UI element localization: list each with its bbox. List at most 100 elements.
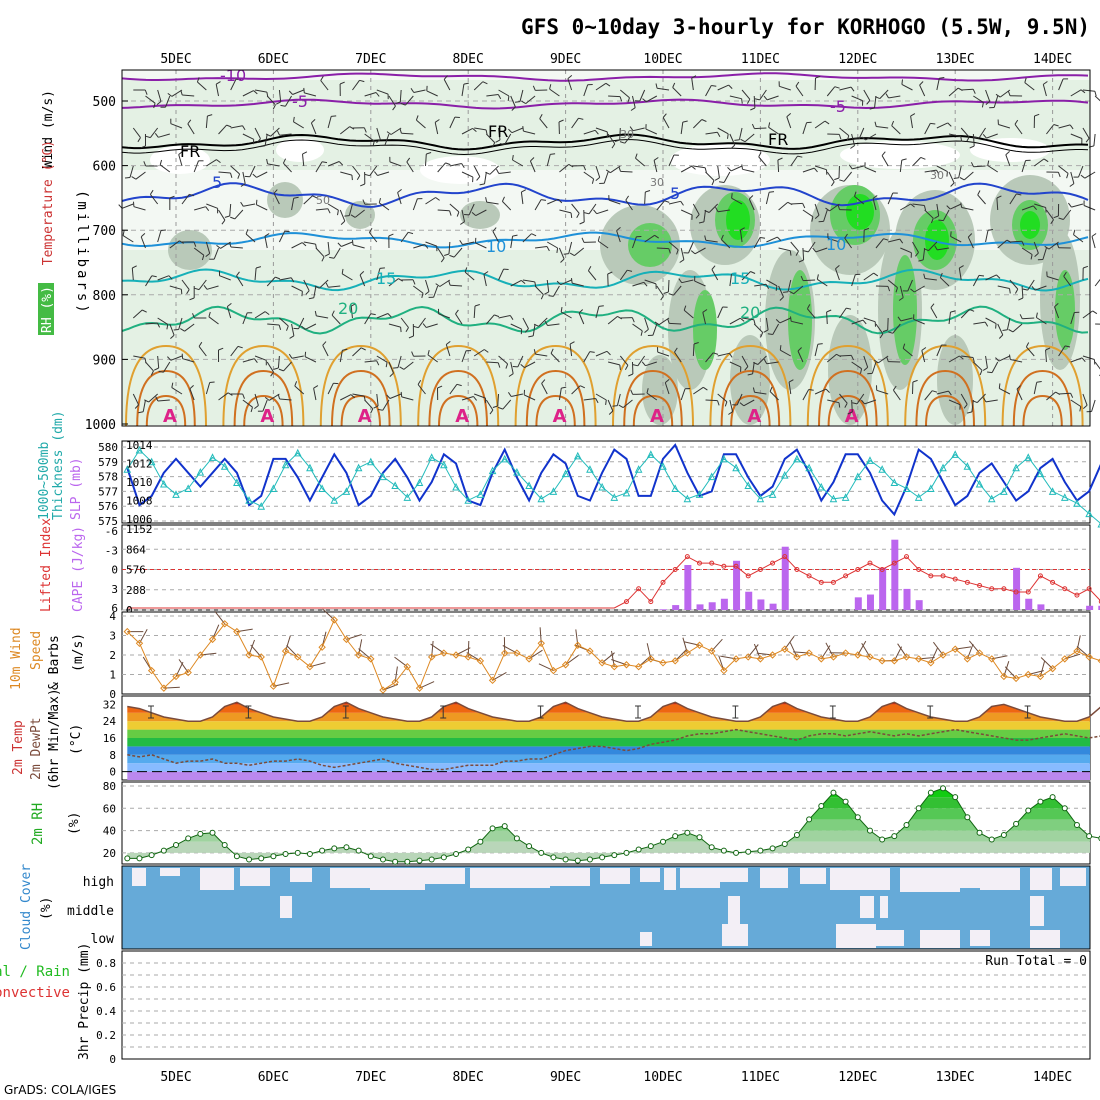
wind-barb-flag (359, 79, 365, 83)
wind-barb-flag (996, 274, 1001, 279)
wind-barb-flag (1009, 288, 1011, 294)
wind-speed-point (306, 662, 314, 671)
wind-barb (1005, 154, 1011, 167)
wind-barb-flag (783, 291, 789, 293)
wind-barb (484, 171, 487, 184)
wind-barb-flag (1036, 381, 1042, 383)
wind-barb (277, 355, 280, 369)
wind-barb (283, 361, 292, 372)
wind-barb-flag (711, 180, 715, 186)
wind-barb (694, 280, 706, 287)
wind-barb (754, 391, 767, 395)
wind-barb-flag (532, 85, 536, 91)
slp-tick-label: 1012 (126, 458, 153, 471)
thickness-point (1073, 499, 1081, 507)
wind-barb (1082, 127, 1090, 139)
wind10m-barb (565, 654, 579, 666)
wind-barb-flag (824, 120, 830, 125)
wind-barb-flag (264, 233, 270, 237)
wind-barb (752, 361, 755, 374)
rh-units-label: (%) (67, 812, 82, 835)
temp-contour (121, 268, 1089, 292)
wind-speed-point (695, 641, 704, 649)
wind-barb (814, 344, 819, 357)
rh-point (696, 834, 703, 841)
wind-barb-flag (727, 167, 732, 172)
wind-barb (303, 241, 316, 245)
wind-barb-flag (286, 325, 289, 331)
wind-barb-flag (605, 399, 607, 405)
wind-barb (595, 127, 608, 133)
wind-barb-flag (237, 345, 243, 349)
wind-barb-flag (654, 234, 659, 239)
wind-barb (205, 382, 211, 395)
rh-point (1000, 832, 1007, 839)
wind-barb-flag (753, 319, 756, 325)
wind-barb-flag (339, 81, 345, 85)
wind-barb (1058, 392, 1071, 395)
wind-barb (875, 323, 884, 335)
warm-contour (243, 394, 284, 427)
rh2m-label: 2m RH (30, 803, 46, 845)
wind-barb-flag (795, 81, 800, 87)
wind-barb-flag (1073, 229, 1076, 235)
wind-barb (998, 124, 1011, 129)
wind-barb (912, 203, 925, 206)
wind-barb (498, 89, 510, 97)
wind-barb-flag (497, 94, 502, 100)
wind-barb (170, 355, 183, 361)
precip-tick-label: 0.4 (96, 1005, 116, 1018)
thickness-tick-label: 578 (98, 471, 118, 484)
wind-barb (899, 160, 903, 173)
wind-speed-point (160, 684, 168, 692)
wind-barb (364, 313, 372, 325)
wind-barb-flag (930, 303, 935, 308)
wind-barb (583, 398, 596, 401)
wind-speed-point (805, 649, 813, 657)
wind-barb (522, 317, 529, 329)
cloud-level-label: high (83, 875, 114, 890)
thickness-point (257, 502, 266, 510)
wind-barb-flag (817, 343, 823, 345)
cape-tick-label: 0 (126, 604, 133, 617)
lifted-index-point (1001, 586, 1007, 592)
wind-barb-flag (138, 411, 144, 414)
wind-barb-flag (758, 152, 762, 158)
wind-barb-flag (426, 152, 432, 155)
wind-barb-flag (556, 247, 559, 253)
wind-barb (473, 305, 476, 319)
wind-barb-flag (995, 93, 1001, 98)
wind-barb-flag (1034, 113, 1040, 117)
wind-barb (914, 285, 925, 293)
wind-barb (327, 241, 330, 254)
rh-point (1013, 820, 1020, 827)
wind-barb (403, 361, 414, 370)
wind-barb (950, 203, 962, 210)
temp-band (127, 738, 1090, 747)
max-temp-marker (829, 705, 836, 719)
wind-speed-point (525, 655, 533, 663)
wind-speed-point (988, 655, 996, 663)
thickness-point (172, 490, 180, 498)
pressure-axis-label: (millibars) (74, 190, 90, 316)
wind-barb-flag (662, 113, 667, 118)
wind-speed-point (403, 662, 412, 671)
wind-barb-flag (655, 83, 658, 89)
wind10m-barb (711, 638, 723, 652)
wind-barb (535, 353, 548, 357)
wind-barb (327, 382, 334, 395)
wind-barb (717, 165, 720, 178)
wind-barb-flag (1079, 406, 1082, 412)
precip-panel: 0.80.60.40.20 Total / Rain Convective 3h… (0, 943, 1091, 1066)
wind-barb-flag (885, 93, 889, 99)
thickness-point (391, 481, 399, 489)
rh-point (647, 843, 654, 850)
temp-tick-label: 0 (109, 766, 116, 779)
wind-barb-flag (982, 367, 988, 371)
wind-barb-flag (460, 221, 465, 225)
wind-barb (1009, 279, 1019, 290)
wind-barb (864, 166, 877, 173)
wind-barb-flag (153, 103, 156, 109)
wind-barb-flag (946, 171, 948, 177)
warm-contour (125, 344, 207, 427)
